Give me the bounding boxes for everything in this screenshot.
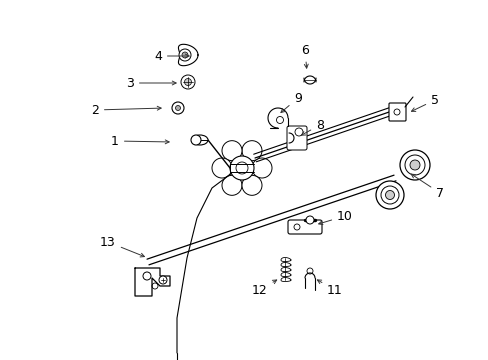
Circle shape	[242, 141, 262, 161]
Circle shape	[182, 52, 187, 58]
Circle shape	[229, 156, 253, 180]
Text: 12: 12	[252, 280, 276, 297]
Text: 2: 2	[91, 104, 161, 117]
Circle shape	[409, 160, 419, 170]
Circle shape	[184, 78, 191, 86]
Circle shape	[181, 75, 195, 89]
Text: 7: 7	[410, 174, 443, 199]
Text: 3: 3	[126, 77, 176, 90]
Circle shape	[222, 175, 242, 195]
Circle shape	[242, 175, 262, 195]
Circle shape	[399, 150, 429, 180]
FancyBboxPatch shape	[388, 103, 405, 121]
Text: 11: 11	[317, 280, 342, 297]
Circle shape	[175, 105, 180, 111]
Text: 9: 9	[281, 91, 301, 112]
Circle shape	[212, 158, 231, 178]
Text: 1: 1	[111, 135, 169, 148]
Ellipse shape	[192, 135, 207, 145]
FancyBboxPatch shape	[287, 220, 321, 234]
Circle shape	[179, 49, 191, 61]
Circle shape	[380, 186, 398, 204]
Circle shape	[191, 135, 201, 145]
Circle shape	[172, 102, 183, 114]
FancyBboxPatch shape	[286, 126, 306, 150]
Text: 6: 6	[301, 44, 308, 68]
Circle shape	[305, 216, 313, 224]
Polygon shape	[135, 268, 170, 296]
Circle shape	[375, 181, 403, 209]
Circle shape	[159, 276, 167, 284]
Polygon shape	[178, 44, 198, 66]
Circle shape	[385, 190, 394, 199]
Circle shape	[222, 141, 242, 161]
Text: 8: 8	[301, 118, 324, 135]
Circle shape	[251, 158, 271, 178]
Circle shape	[404, 155, 424, 175]
Text: 4: 4	[154, 50, 189, 63]
Text: 5: 5	[410, 94, 438, 111]
Text: 13: 13	[100, 235, 144, 257]
Text: 10: 10	[318, 210, 352, 225]
